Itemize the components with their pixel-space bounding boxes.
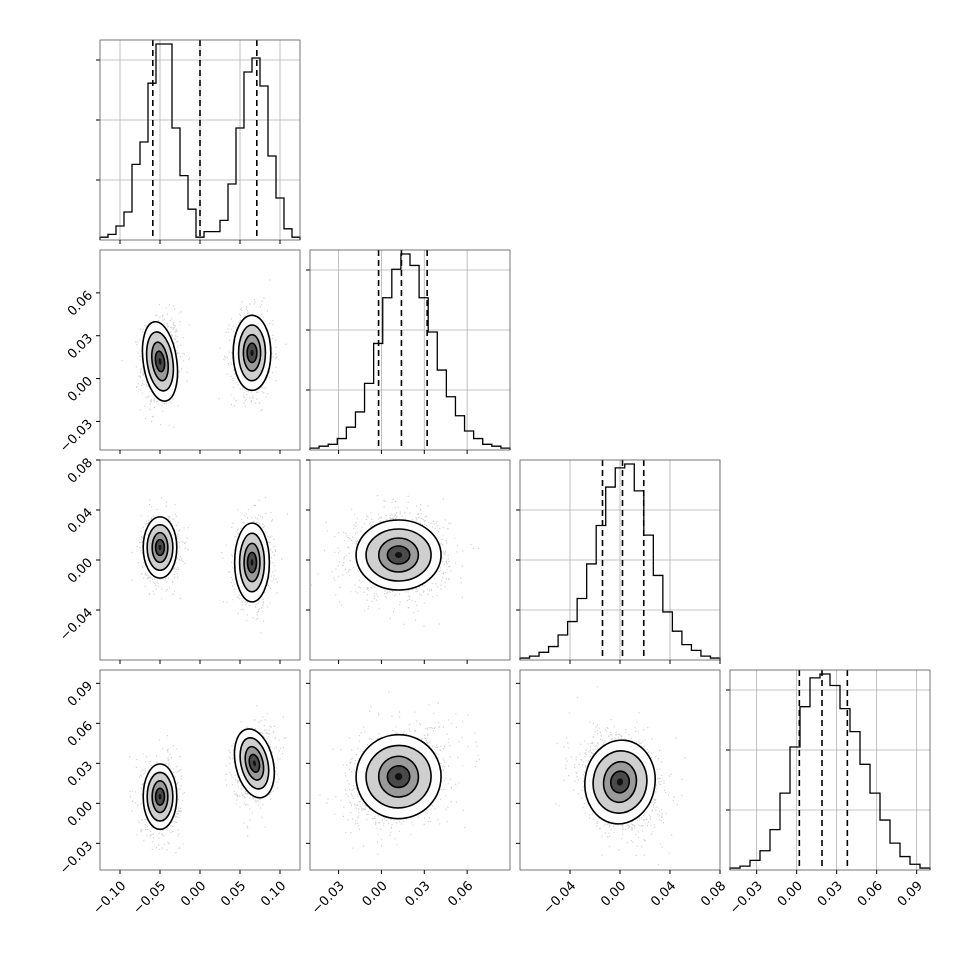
scatter-panel-1-0 <box>96 249 301 454</box>
x-tick-label: 0.08 <box>698 879 729 910</box>
y-tick-label: 0.09 <box>65 679 96 710</box>
x-tick-label: 0.10 <box>258 879 289 910</box>
y-tick-label: −0.03 <box>57 417 96 456</box>
density-contour-0-4 <box>158 544 162 551</box>
scatter-panel-content <box>310 495 480 627</box>
x-tick-label: 0.04 <box>648 879 679 910</box>
panel-frame <box>729 669 931 871</box>
scatter-panel-3-0 <box>96 669 301 874</box>
scatter-panel-content <box>129 705 287 854</box>
histogram-step-line <box>519 463 721 660</box>
y-tick-label: −0.03 <box>57 839 96 878</box>
y-tick-label: 0.03 <box>65 759 96 790</box>
x-tick-label: 0.00 <box>178 879 209 910</box>
density-contour-0-4 <box>394 552 403 558</box>
density-contour-0-4 <box>616 778 624 786</box>
density-contour-1-4 <box>250 349 254 357</box>
x-tick-label: 0.06 <box>855 879 886 910</box>
histogram-panel-1 <box>306 249 511 454</box>
x-tick-label: −0.04 <box>540 879 579 918</box>
histogram-step-line <box>729 673 931 870</box>
y-tick-label: 0.00 <box>65 555 96 586</box>
scatter-panel-content <box>319 691 480 855</box>
y-tick-label: −0.04 <box>57 605 96 644</box>
x-tick-label: 0.09 <box>895 879 926 910</box>
y-tick-label: 0.06 <box>65 288 96 319</box>
y-tick-label: 0.03 <box>65 331 96 362</box>
x-tick-label: 0.03 <box>815 879 846 910</box>
density-contour-0-4 <box>158 793 162 800</box>
x-tick-label: 0.00 <box>360 879 391 910</box>
histogram-step-line <box>309 253 511 450</box>
x-tick-label: 0.00 <box>775 879 806 910</box>
scatter-panel-content <box>121 279 287 428</box>
density-contour-1-4 <box>250 559 254 566</box>
scatter-panel-content <box>131 496 288 634</box>
histogram-step-line <box>99 43 301 240</box>
y-tick-label: 0.04 <box>65 505 96 536</box>
x-tick-label: 0.05 <box>218 879 249 910</box>
scatter-panel-3-2 <box>516 669 721 874</box>
y-tick-label: 0.00 <box>65 374 96 405</box>
density-contour-0-4 <box>158 358 162 365</box>
x-tick-label: 0.06 <box>445 879 476 910</box>
histogram-panel-2 <box>516 459 721 664</box>
x-tick-label: −0.03 <box>727 879 766 918</box>
x-tick-label: −0.10 <box>90 879 129 918</box>
scatter-panel-2-0 <box>96 459 301 664</box>
scatter-panel-2-1 <box>306 459 511 664</box>
scatter-panel-content <box>555 685 686 866</box>
x-tick-label: −0.03 <box>309 879 348 918</box>
y-tick-label: 0.00 <box>65 799 96 830</box>
histogram-panel-0 <box>96 39 301 244</box>
histogram-panel-3 <box>726 669 931 874</box>
density-contour-0-4 <box>394 773 403 781</box>
x-tick-label: −0.05 <box>130 879 169 918</box>
panel-frame <box>309 669 511 871</box>
x-tick-label: 0.00 <box>598 879 629 910</box>
x-tick-label: 0.03 <box>402 879 433 910</box>
scatter-panel-3-1 <box>306 669 511 874</box>
density-contour-1-4 <box>252 760 257 767</box>
panel-frame <box>309 249 511 451</box>
y-tick-label: 0.06 <box>65 719 96 750</box>
scatter-points <box>121 279 287 428</box>
y-tick-label: 0.08 <box>65 455 96 486</box>
